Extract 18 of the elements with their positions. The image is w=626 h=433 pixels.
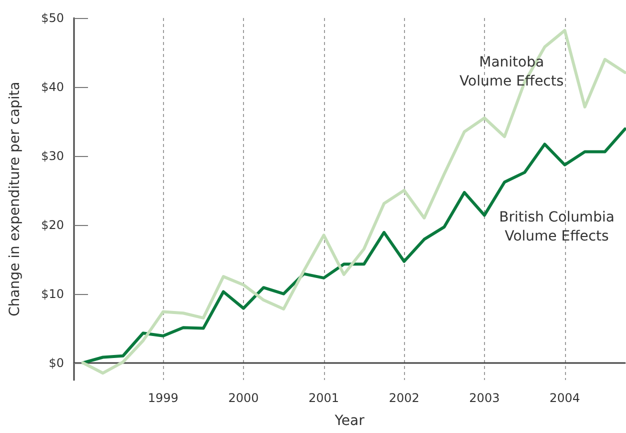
x-axis-title: Year <box>334 413 365 429</box>
y-axis-title: Change in expenditure per capita <box>7 82 23 316</box>
series-label: British Columbia Volume Effects <box>499 209 614 244</box>
line-series <box>81 28 626 375</box>
x-tick-label: 2002 <box>388 391 420 405</box>
y-tick-label: $40 <box>41 80 64 94</box>
y-tick-label: $30 <box>41 148 64 163</box>
y-tick-label: $50 <box>41 11 64 25</box>
y-tick-label: $20 <box>41 218 64 232</box>
x-tick-label: 2000 <box>228 391 259 405</box>
x-tick-label: 2003 <box>469 391 500 405</box>
x-tick-label: 1999 <box>148 391 178 405</box>
x-tick-label: 2001 <box>308 391 340 405</box>
line-series <box>81 128 626 364</box>
x-tick-label: 2004 <box>549 391 580 405</box>
y-tick-label: $10 <box>41 286 64 301</box>
series-label: Manitoba Volume Effects <box>460 54 564 90</box>
y-tick-label: $0 <box>48 356 64 370</box>
